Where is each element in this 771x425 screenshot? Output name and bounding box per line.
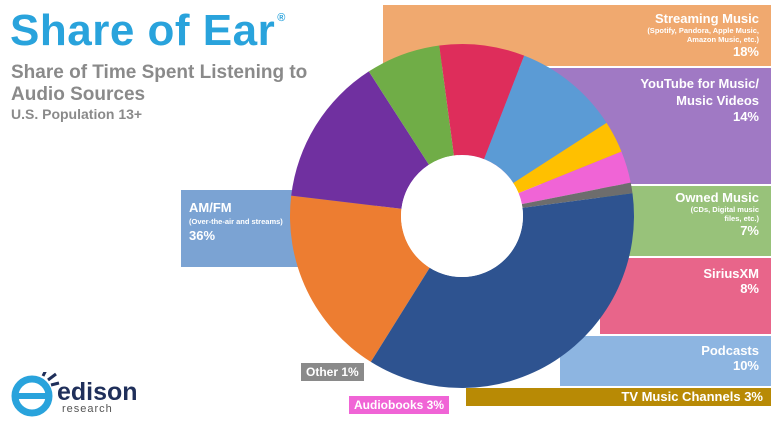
population-note: U.S. Population 13+ <box>11 106 143 122</box>
chart-subtitle: Share of Time Spent Listening to Audio S… <box>11 62 308 105</box>
slice-am_fm <box>370 193 634 389</box>
label-other-pct: 1% <box>341 365 359 379</box>
logo-sub: research <box>62 403 113 415</box>
label-youtube: YouTube for Music/ Music Videos 14% <box>609 75 759 125</box>
edison-research-logo: edison research <box>10 372 140 418</box>
label-youtube-name: YouTube for Music/ Music Videos <box>640 76 759 108</box>
edison-logo-mark-icon <box>11 372 60 417</box>
slice-audiobooks <box>518 151 631 205</box>
label-owned: Owned Music (CDs, Digital music files, e… <box>639 190 759 239</box>
label-podcasts-name: Podcasts <box>701 343 759 358</box>
label-youtube-pct: 14% <box>732 109 759 124</box>
label-streaming-detail: (Spotify, Pandora, Apple Music, Amazon M… <box>647 26 759 44</box>
slice-other <box>521 182 633 208</box>
label-siriusxm-pct: 8% <box>740 281 759 296</box>
label-audiobooks: Audiobooks 3% <box>349 396 450 414</box>
slice-youtube <box>291 71 429 209</box>
slice-tv <box>513 122 622 194</box>
label-audiobooks-name: Audiobooks <box>354 398 424 412</box>
label-am-fm-name: AM/FM <box>189 200 232 215</box>
band-siriusxm <box>600 258 771 334</box>
label-tv: TV Music Channels 3% <box>463 389 763 404</box>
slice-owned <box>368 45 454 165</box>
band-tv <box>466 388 771 406</box>
label-podcasts-pct: 10% <box>732 358 759 373</box>
label-am-fm-pct: 36% <box>189 228 216 243</box>
label-owned-detail: (CDs, Digital music files, etc.) <box>690 205 759 223</box>
registered-mark: ® <box>277 12 286 24</box>
band-podcasts <box>560 336 771 386</box>
label-am-fm-detail: (Over-the-air and streams) <box>189 217 283 226</box>
label-tv-name: TV Music Channels <box>621 389 741 404</box>
slice-podcasts <box>484 55 607 183</box>
label-siriusxm-name: SiriusXM <box>703 266 759 281</box>
label-streaming-pct: 18% <box>732 44 759 59</box>
donut-hole <box>401 155 523 277</box>
label-audiobooks-pct: 3% <box>426 398 445 412</box>
slice-streaming <box>290 195 430 362</box>
label-am-fm: AM/FM (Over-the-air and streams) 36% <box>189 200 339 244</box>
label-streaming: Streaming Music (Spotify, Pandora, Apple… <box>559 11 759 60</box>
label-tv-pct: 3% <box>744 389 763 404</box>
slice-siriusxm <box>439 44 525 160</box>
label-other-name: Other <box>306 365 339 379</box>
label-siriusxm: SiriusXM 8% <box>639 266 759 297</box>
chart-title: Share of Ear ® <box>10 6 286 55</box>
label-owned-pct: 7% <box>740 223 759 238</box>
label-owned-name: Owned Music <box>675 190 759 205</box>
label-streaming-name: Streaming Music <box>654 11 759 26</box>
logo-word: edison <box>57 378 138 406</box>
label-podcasts: Podcasts 10% <box>639 343 759 374</box>
label-other: Other 1% <box>301 363 364 381</box>
